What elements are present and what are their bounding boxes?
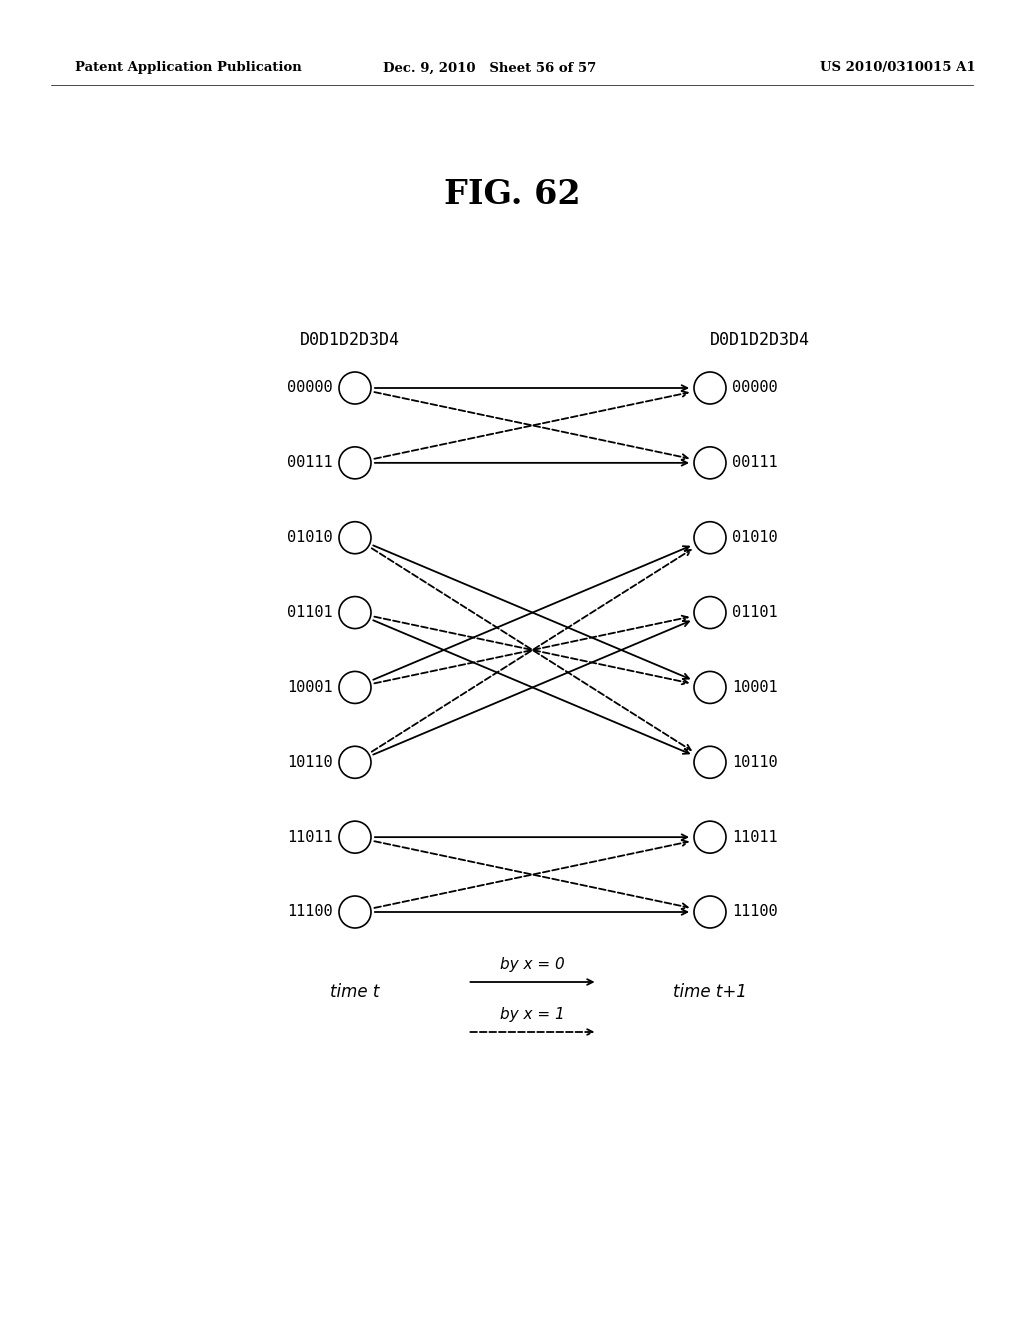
Text: by x = 1: by x = 1 — [500, 1006, 565, 1022]
Text: US 2010/0310015 A1: US 2010/0310015 A1 — [820, 62, 976, 74]
Circle shape — [339, 447, 371, 479]
Text: 11011: 11011 — [288, 830, 333, 845]
Text: D0D1D2D3D4: D0D1D2D3D4 — [710, 331, 810, 348]
Text: Patent Application Publication: Patent Application Publication — [75, 62, 302, 74]
Circle shape — [694, 597, 726, 628]
Circle shape — [339, 672, 371, 704]
Text: 00111: 00111 — [732, 455, 777, 470]
Text: time t: time t — [331, 983, 380, 1001]
Circle shape — [339, 372, 371, 404]
Text: Dec. 9, 2010   Sheet 56 of 57: Dec. 9, 2010 Sheet 56 of 57 — [383, 62, 597, 74]
Circle shape — [694, 821, 726, 853]
Text: 10001: 10001 — [288, 680, 333, 694]
Text: 11100: 11100 — [288, 904, 333, 920]
Circle shape — [339, 821, 371, 853]
Circle shape — [339, 521, 371, 553]
Circle shape — [694, 372, 726, 404]
Text: by x = 0: by x = 0 — [500, 957, 565, 972]
Text: 10001: 10001 — [732, 680, 777, 694]
Text: 00000: 00000 — [288, 380, 333, 396]
Circle shape — [694, 746, 726, 779]
Text: 01010: 01010 — [288, 531, 333, 545]
Text: D0D1D2D3D4: D0D1D2D3D4 — [300, 331, 400, 348]
Text: 01101: 01101 — [288, 605, 333, 620]
Circle shape — [694, 521, 726, 553]
Circle shape — [694, 447, 726, 479]
Text: 10110: 10110 — [732, 755, 777, 770]
Circle shape — [694, 672, 726, 704]
Text: 01101: 01101 — [732, 605, 777, 620]
Text: 00111: 00111 — [288, 455, 333, 470]
Circle shape — [339, 746, 371, 779]
Text: FIG. 62: FIG. 62 — [443, 178, 581, 211]
Circle shape — [694, 896, 726, 928]
Circle shape — [339, 597, 371, 628]
Text: time t+1: time t+1 — [673, 983, 746, 1001]
Text: 11100: 11100 — [732, 904, 777, 920]
Text: 11011: 11011 — [732, 830, 777, 845]
Text: 00000: 00000 — [732, 380, 777, 396]
Circle shape — [339, 896, 371, 928]
Text: 01010: 01010 — [732, 531, 777, 545]
Text: 10110: 10110 — [288, 755, 333, 770]
